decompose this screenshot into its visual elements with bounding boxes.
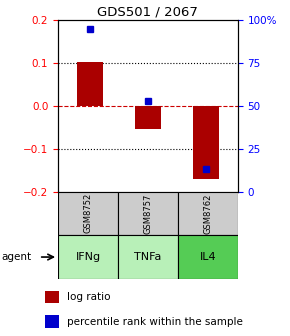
Bar [135, 106, 161, 129]
Text: IFNg: IFNg [75, 252, 101, 262]
Bar [178, 192, 238, 235]
Text: percentile rank within the sample: percentile rank within the sample [67, 317, 243, 327]
Title: GDS501 / 2067: GDS501 / 2067 [97, 6, 198, 19]
Bar [178, 235, 238, 279]
Text: log ratio: log ratio [67, 292, 110, 302]
Text: agent: agent [1, 252, 31, 262]
Bar [118, 235, 178, 279]
Text: GSM8752: GSM8752 [84, 193, 93, 234]
Bar [46, 315, 59, 328]
Bar [46, 291, 59, 303]
Bar [58, 192, 118, 235]
Bar [77, 62, 103, 106]
Bar [193, 106, 219, 179]
Text: IL4: IL4 [200, 252, 216, 262]
Text: GSM8762: GSM8762 [203, 193, 212, 234]
Bar [118, 192, 178, 235]
Bar [58, 235, 118, 279]
Text: GSM8757: GSM8757 [143, 193, 153, 234]
Text: TNFa: TNFa [134, 252, 162, 262]
